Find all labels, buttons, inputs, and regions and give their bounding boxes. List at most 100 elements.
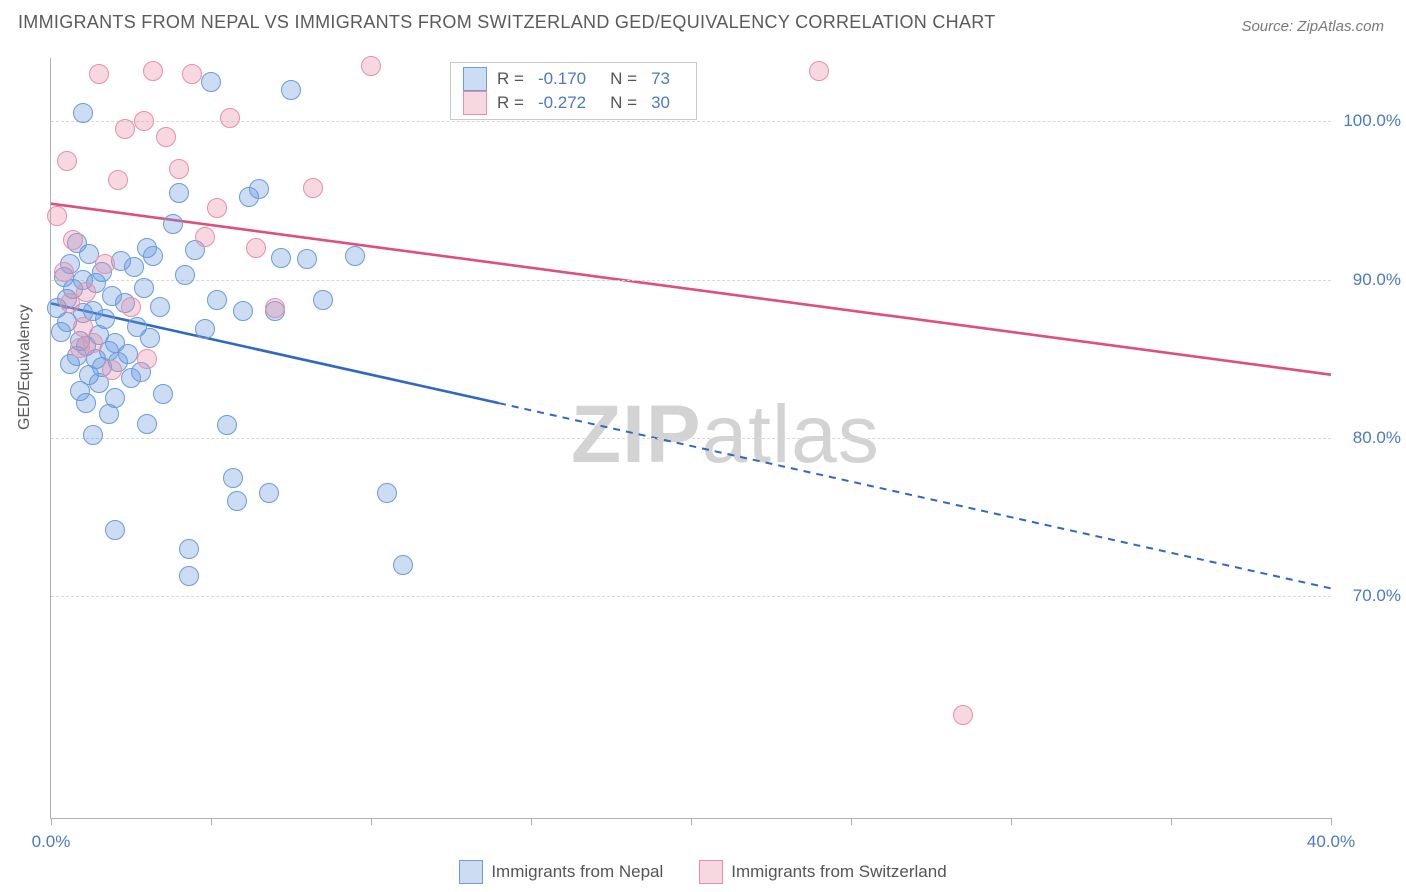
data-point [313, 290, 333, 310]
legend-row: R = -0.170 N = 73 [463, 67, 684, 91]
data-point [233, 301, 253, 321]
legend-bottom-item: Immigrants from Switzerland [699, 860, 946, 884]
data-point [83, 333, 103, 353]
xtick-label: 40.0% [1307, 832, 1355, 852]
data-point [179, 539, 199, 559]
data-point [143, 61, 163, 81]
legend-bottom: Immigrants from Nepal Immigrants from Swi… [0, 860, 1406, 884]
data-point [108, 170, 128, 190]
ytick-label: 90.0% [1341, 270, 1401, 290]
data-point [63, 230, 83, 250]
data-point [297, 249, 317, 269]
trend-line-solid [51, 204, 1331, 375]
xtick-mark [1331, 818, 1332, 825]
data-point [95, 309, 115, 329]
gridline-h [51, 280, 1331, 281]
data-point [76, 282, 96, 302]
legend-correlation-box: R = -0.170 N = 73R = -0.272 N = 30 [450, 62, 697, 120]
ytick-label: 70.0% [1341, 586, 1401, 606]
data-point [153, 384, 173, 404]
data-point [163, 214, 183, 234]
data-point [809, 61, 829, 81]
data-point [105, 520, 125, 540]
gridline-h [51, 438, 1331, 439]
data-point [361, 56, 381, 76]
xtick-label: 0.0% [32, 832, 71, 852]
data-point [73, 103, 93, 123]
data-point [281, 80, 301, 100]
data-point [345, 246, 365, 266]
data-point [105, 388, 125, 408]
data-point [223, 468, 243, 488]
y-axis-label: GED/Equivalency [16, 305, 34, 430]
gridline-h [51, 121, 1331, 122]
legend-r-label: R = [497, 91, 524, 115]
data-point [115, 119, 135, 139]
xtick-mark [851, 818, 852, 825]
source-attribution: Source: ZipAtlas.com [1241, 18, 1384, 35]
data-point [207, 198, 227, 218]
legend-swatch [459, 860, 483, 884]
data-point [137, 349, 157, 369]
data-point [95, 254, 115, 274]
data-point [175, 265, 195, 285]
data-point [217, 415, 237, 435]
legend-series-name: Immigrants from Nepal [491, 862, 663, 882]
data-point [134, 278, 154, 298]
data-point [182, 64, 202, 84]
data-point [47, 206, 67, 226]
data-point [169, 183, 189, 203]
data-point [227, 491, 247, 511]
data-point [118, 344, 138, 364]
data-point [140, 328, 160, 348]
data-point [259, 483, 279, 503]
data-point [121, 297, 141, 317]
legend-n-value: 30 [651, 91, 670, 115]
ytick-label: 100.0% [1341, 111, 1401, 131]
data-point [169, 159, 189, 179]
legend-series-name: Immigrants from Switzerland [731, 862, 946, 882]
legend-r-label: R = [497, 67, 524, 91]
data-point [179, 566, 199, 586]
xtick-mark [1171, 818, 1172, 825]
legend-n-label: N = [610, 67, 637, 91]
legend-r-value: -0.170 [538, 67, 586, 91]
data-point [143, 246, 163, 266]
chart-title: IMMIGRANTS FROM NEPAL VS IMMIGRANTS FROM… [18, 12, 996, 33]
data-point [137, 414, 157, 434]
plot-area: ZIPatlas 70.0%80.0%90.0%100.0%0.0%40.0% [50, 58, 1331, 819]
data-point [377, 483, 397, 503]
data-point [57, 151, 77, 171]
data-point [201, 72, 221, 92]
data-point [220, 108, 240, 128]
xtick-mark [371, 818, 372, 825]
data-point [102, 360, 122, 380]
legend-r-value: -0.272 [538, 91, 586, 115]
legend-swatch [463, 67, 487, 91]
data-point [89, 64, 109, 84]
xtick-mark [1011, 818, 1012, 825]
data-point [76, 393, 96, 413]
trend-line-dashed [499, 403, 1331, 588]
data-point [134, 111, 154, 131]
data-point [54, 262, 74, 282]
data-point [271, 248, 291, 268]
data-point [246, 238, 266, 258]
legend-bottom-item: Immigrants from Nepal [459, 860, 663, 884]
data-point [83, 425, 103, 445]
legend-n-value: 73 [651, 67, 670, 91]
data-point [265, 298, 285, 318]
data-point [953, 705, 973, 725]
data-point [195, 319, 215, 339]
data-point [156, 127, 176, 147]
data-point [393, 555, 413, 575]
data-point [150, 297, 170, 317]
legend-swatch [463, 91, 487, 115]
data-point [303, 178, 323, 198]
xtick-mark [51, 818, 52, 825]
xtick-mark [691, 818, 692, 825]
xtick-mark [531, 818, 532, 825]
data-point [124, 257, 144, 277]
data-point [249, 179, 269, 199]
gridline-h [51, 596, 1331, 597]
